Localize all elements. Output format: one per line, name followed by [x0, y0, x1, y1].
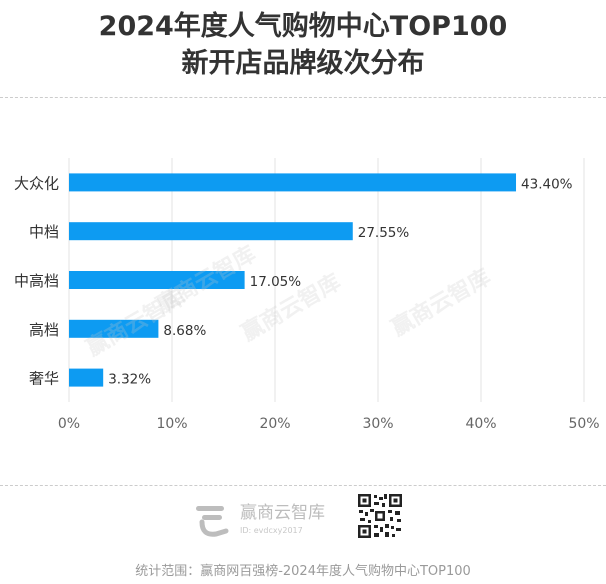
value-label-3: 8.68% [163, 323, 206, 339]
x-tick-label-0: 0% [58, 416, 80, 432]
qr-code-icon [357, 493, 403, 539]
brand-logo: 赢商云智库 ID: evdcxy2017 [196, 503, 325, 537]
bar-0 [69, 173, 517, 192]
bar-2 [69, 271, 245, 289]
category-label-0: 大众化 [14, 174, 59, 192]
value-labels: 43.40% 27.55% 17.05% 8.68% 3.32% [108, 176, 572, 387]
title-line-2: 新开店品牌级次分布 [181, 48, 425, 79]
brand-mark-icon [196, 506, 229, 537]
x-tick-label-1: 10% [156, 416, 187, 432]
bar-1 [69, 222, 353, 241]
value-label-0: 43.40% [521, 176, 573, 192]
value-label-2: 17.05% [250, 274, 302, 290]
value-label-1: 27.55% [358, 225, 410, 241]
bottom-divider [0, 485, 606, 486]
x-tick-labels: 0% 10% 20% 30% 40% 50% [58, 416, 600, 432]
grid-lines [68, 158, 585, 402]
bar-3 [69, 319, 159, 338]
category-label-3: 高档 [29, 321, 59, 339]
value-label-4: 3.32% [108, 372, 151, 388]
top-divider [0, 97, 606, 98]
bar-4 [69, 368, 104, 387]
x-tick-label-4: 40% [465, 416, 496, 432]
footer-logo: 赢商云智库 ID: evdcxy2017 [192, 494, 412, 548]
x-tick-label-2: 20% [259, 416, 290, 432]
x-tick-label-5: 50% [568, 416, 599, 432]
category-label-4: 奢华 [29, 370, 59, 388]
brand-name: 赢商云智库 [240, 503, 325, 523]
brand-id: ID: evdcxy2017 [240, 526, 303, 535]
category-label-1: 中档 [29, 223, 59, 241]
source-note: 统计范围：赢商网百强榜-2024年度人气购物中心TOP100 [135, 564, 471, 579]
x-tick-label-3: 30% [362, 416, 393, 432]
category-label-2: 中高档 [14, 272, 59, 290]
bars [69, 173, 517, 387]
title-line-1: 2024年度人气购物中心TOP100 [98, 11, 508, 42]
chart-title: 2024年度人气购物中心TOP100 新开店品牌级次分布 [0, 8, 606, 82]
